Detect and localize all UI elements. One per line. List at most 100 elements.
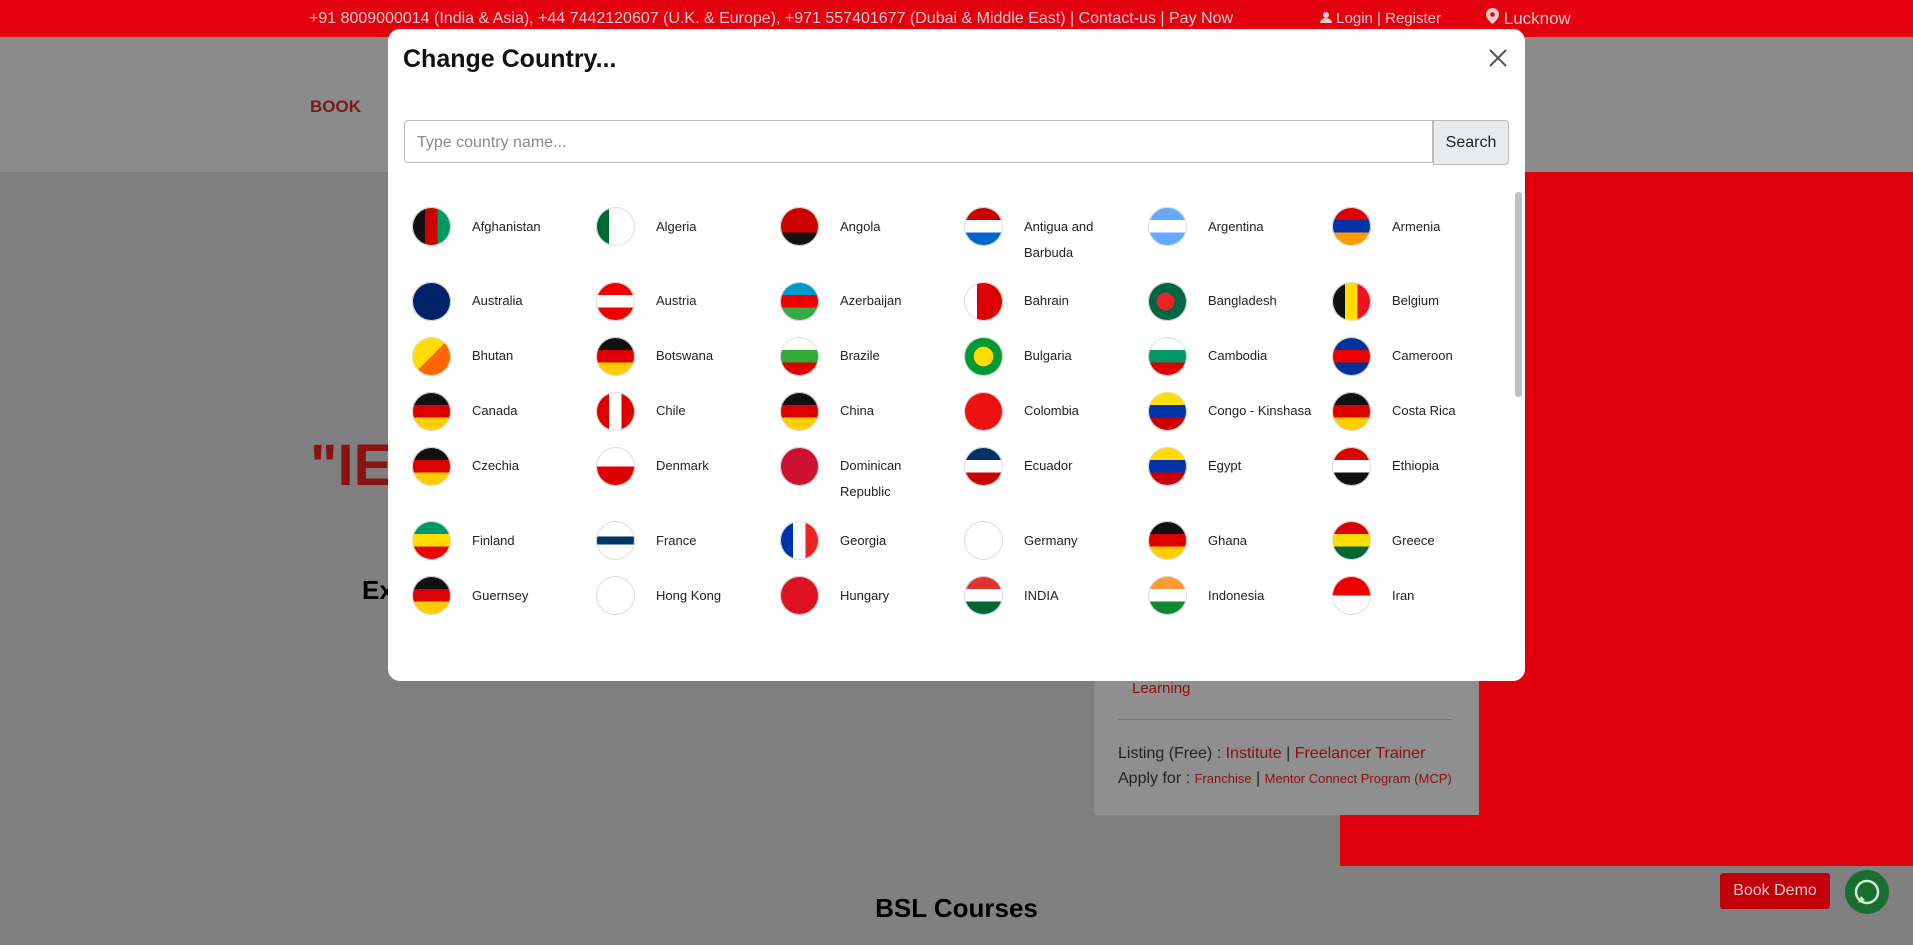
scrollbar[interactable] — [1515, 192, 1522, 397]
flag-icon — [596, 336, 635, 376]
country-option[interactable]: Bhutan — [412, 336, 596, 376]
country-option[interactable]: Brazile — [780, 336, 964, 376]
country-name: Hong Kong — [656, 587, 722, 603]
country-name: Costa Rica — [1392, 403, 1456, 418]
logo[interactable]: BOOK — [310, 97, 361, 116]
country-name: Azerbaijan — [840, 293, 902, 308]
freelancer-link[interactable]: Freelancer Trainer — [1294, 745, 1426, 762]
country-option[interactable]: Botswana — [596, 336, 780, 376]
country-name: Germany — [1024, 532, 1078, 548]
flag-icon — [412, 576, 451, 615]
country-name: Botswana — [656, 348, 714, 363]
flag-icon — [964, 281, 1003, 321]
country-option[interactable]: Iran — [1332, 576, 1513, 615]
flag-icon — [1332, 207, 1371, 246]
pin-icon — [1486, 8, 1499, 24]
country-option[interactable]: Antigua and Barbuda — [964, 207, 1148, 266]
divider — [1118, 719, 1453, 720]
country-name: Colombia — [1024, 403, 1079, 418]
flag-icon — [964, 576, 1003, 615]
country-option[interactable]: Indonesia — [1148, 576, 1332, 615]
country-option[interactable]: Angola — [780, 207, 964, 266]
country-name: Hungary — [840, 587, 890, 603]
close-button[interactable] — [1489, 49, 1507, 67]
country-option[interactable]: Bahrain — [964, 281, 1148, 321]
country-option[interactable]: Egypt — [1148, 446, 1332, 506]
search-input[interactable]: Type country name... — [404, 120, 1433, 163]
country-name: Congo - Kinshasa — [1208, 403, 1312, 418]
country-option[interactable]: Bulgaria — [964, 336, 1148, 376]
login-link[interactable]: Login — [1336, 10, 1373, 27]
location[interactable]: Lucknow — [1486, 0, 1571, 37]
country-option[interactable]: France — [596, 521, 780, 560]
flag-icon — [1332, 391, 1371, 431]
flag-icon — [412, 207, 451, 246]
country-name: Greece — [1392, 532, 1435, 548]
flag-icon — [1148, 336, 1187, 376]
country-option[interactable]: Argentina — [1148, 207, 1332, 266]
mcp-link[interactable]: Mentor Connect Program (MCP) — [1264, 771, 1452, 786]
section-title: BSL Courses — [875, 893, 1038, 923]
country-option[interactable]: Hungary — [780, 576, 964, 615]
book-demo-button[interactable]: Book Demo — [1720, 873, 1830, 909]
flag-icon — [1332, 521, 1371, 560]
country-option[interactable]: Australia — [412, 281, 596, 321]
register-link[interactable]: Register — [1385, 10, 1441, 27]
country-option[interactable]: China — [780, 391, 964, 431]
country-option[interactable]: Cameroon — [1332, 336, 1513, 376]
country-option[interactable]: Ethiopia — [1332, 446, 1513, 506]
country-option[interactable]: Denmark — [596, 446, 780, 506]
country-option[interactable]: Germany — [964, 521, 1148, 560]
country-option[interactable]: Bangladesh — [1148, 281, 1332, 321]
apply-line: Apply for : Franchise | Mentor Connect P… — [1118, 770, 1452, 788]
country-option[interactable]: Chile — [596, 391, 780, 431]
country-option[interactable]: Algeria — [596, 207, 780, 266]
country-name: Cameroon — [1392, 348, 1453, 363]
country-name: Argentina — [1208, 218, 1264, 234]
institute-link[interactable]: Institute — [1225, 745, 1282, 762]
country-option[interactable]: Colombia — [964, 391, 1148, 431]
country-option[interactable]: Georgia — [780, 521, 964, 560]
country-option[interactable]: Armenia — [1332, 207, 1513, 266]
country-name: Austria — [656, 293, 697, 308]
flag-icon — [596, 521, 635, 560]
flag-icon — [780, 521, 819, 560]
country-option[interactable]: Dominican Republic — [780, 446, 964, 506]
country-option[interactable]: Greece — [1332, 521, 1513, 560]
country-option[interactable]: Austria — [596, 281, 780, 321]
country-name: Ecuador — [1024, 458, 1073, 473]
flag-icon — [780, 207, 819, 246]
country-option[interactable]: Ecuador — [964, 446, 1148, 506]
flag-icon — [412, 281, 451, 321]
country-option[interactable]: Congo - Kinshasa — [1148, 391, 1332, 431]
change-country-modal: Change Country... Type country name... S… — [388, 29, 1525, 681]
country-option[interactable]: Cambodia — [1148, 336, 1332, 376]
country-option[interactable]: Canada — [412, 391, 596, 431]
separator: | — [1377, 10, 1381, 27]
country-name: Bahrain — [1024, 293, 1069, 308]
country-name: Armenia — [1392, 218, 1441, 234]
card-link[interactable]: Learning — [1132, 680, 1191, 697]
country-name: Indonesia — [1208, 587, 1265, 603]
country-option[interactable]: Afghanistan — [412, 207, 596, 266]
country-name: Australia — [472, 293, 523, 308]
country-option[interactable]: Finland — [412, 521, 596, 560]
country-option[interactable]: INDIA — [964, 576, 1148, 615]
courses-section: BSL Courses — [0, 866, 1913, 945]
search-button[interactable]: Search — [1433, 120, 1509, 165]
flag-icon — [596, 576, 635, 615]
country-option[interactable]: Hong Kong — [596, 576, 780, 615]
country-option[interactable]: Czechia — [412, 446, 596, 506]
country-option[interactable]: Costa Rica — [1332, 391, 1513, 431]
country-option[interactable]: Belgium — [1332, 281, 1513, 321]
whatsapp-button[interactable] — [1845, 870, 1889, 914]
country-option[interactable]: Guernsey — [412, 576, 596, 615]
franchise-link[interactable]: Franchise — [1194, 771, 1252, 786]
location-name: Lucknow — [1503, 9, 1571, 28]
country-option[interactable]: Azerbaijan — [780, 281, 964, 321]
country-name: France — [656, 532, 697, 548]
country-name: Iran — [1392, 587, 1415, 603]
country-option[interactable]: Ghana — [1148, 521, 1332, 560]
country-name: Georgia — [840, 532, 887, 548]
